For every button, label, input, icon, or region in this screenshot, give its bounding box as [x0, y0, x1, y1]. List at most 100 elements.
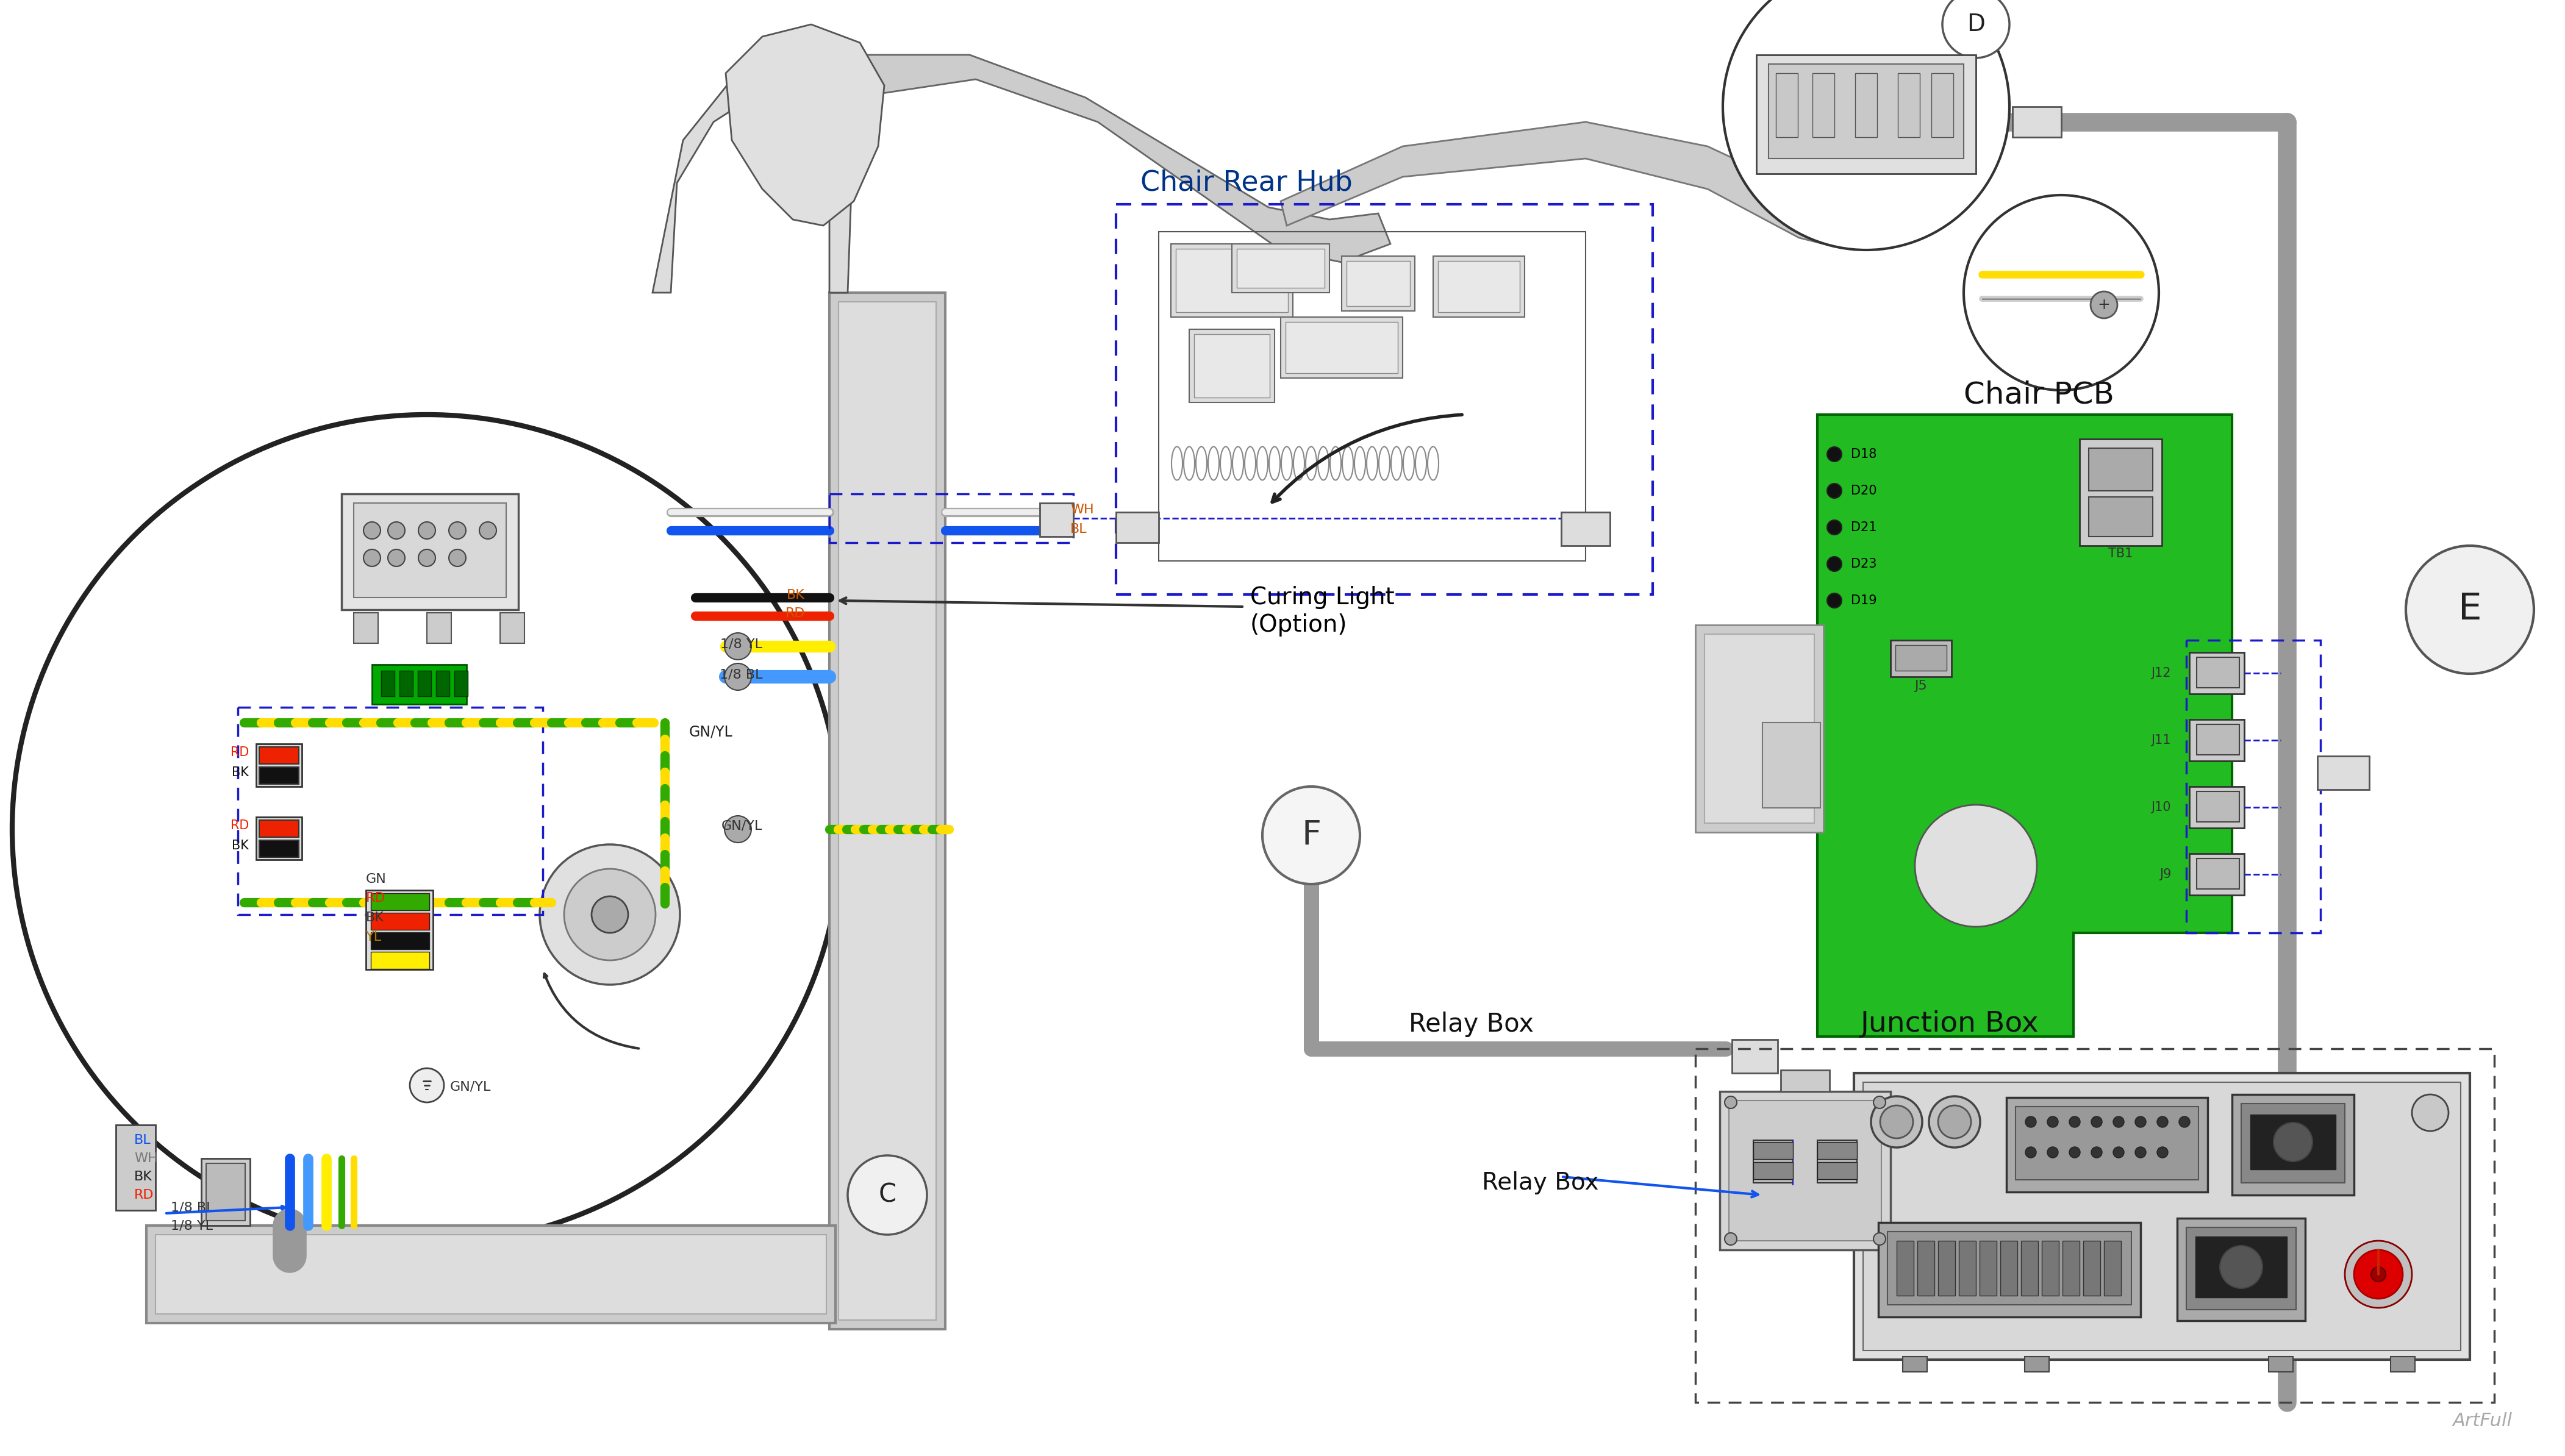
Bar — [1754, 1162, 1793, 1179]
Bar — [2196, 859, 2239, 890]
Circle shape — [2355, 1249, 2403, 1299]
Text: D20: D20 — [1852, 485, 1878, 496]
Circle shape — [1916, 805, 2037, 927]
Bar — [2001, 1241, 2016, 1296]
Bar — [2391, 1357, 2416, 1372]
Circle shape — [480, 521, 498, 539]
Bar — [2088, 496, 2152, 537]
Circle shape — [2157, 1117, 2167, 1127]
Bar — [1767, 64, 1965, 159]
Circle shape — [364, 521, 380, 539]
Bar — [1819, 1142, 1857, 1159]
Bar — [426, 613, 451, 644]
Text: D19: D19 — [1852, 594, 1878, 607]
Text: BL: BL — [133, 1134, 151, 1146]
Circle shape — [364, 549, 380, 566]
Circle shape — [1724, 1233, 1737, 1245]
Text: 1/8 YL: 1/8 YL — [721, 638, 762, 649]
Circle shape — [846, 1156, 926, 1235]
Bar — [200, 1159, 249, 1226]
Bar — [256, 817, 303, 859]
Circle shape — [2134, 1147, 2147, 1158]
Text: ArtFull: ArtFull — [2452, 1412, 2514, 1430]
Circle shape — [2273, 1123, 2314, 1162]
Bar — [2080, 440, 2162, 546]
Bar — [400, 671, 413, 696]
Text: BK: BK — [367, 911, 385, 923]
Text: J11: J11 — [2152, 734, 2170, 747]
Bar — [1919, 1241, 1934, 1296]
Bar — [2232, 1095, 2355, 1195]
Text: GN: GN — [367, 874, 387, 885]
Text: 1/8 YL: 1/8 YL — [172, 1220, 213, 1232]
Bar — [2191, 786, 2244, 828]
Text: BL: BL — [1070, 523, 1088, 536]
Bar — [1695, 1048, 2493, 1402]
Circle shape — [2370, 1267, 2385, 1281]
Bar — [239, 708, 544, 914]
Bar — [259, 747, 300, 764]
Text: BK: BK — [231, 766, 249, 779]
Bar — [2185, 641, 2321, 933]
Circle shape — [1826, 520, 1842, 534]
Circle shape — [449, 549, 467, 566]
Text: F: F — [1300, 818, 1321, 852]
Bar — [1341, 256, 1416, 312]
Circle shape — [2411, 1095, 2450, 1131]
Bar — [1896, 1241, 1913, 1296]
Text: 1/8 BL: 1/8 BL — [718, 668, 762, 680]
Bar — [372, 893, 428, 910]
Text: RD: RD — [367, 893, 385, 904]
Circle shape — [1965, 195, 2160, 390]
Text: J5: J5 — [1913, 680, 1926, 692]
Bar — [1280, 317, 1403, 379]
Bar — [1780, 1070, 1829, 1092]
Text: Chair PCB: Chair PCB — [1965, 380, 2114, 409]
Bar — [2185, 1227, 2296, 1309]
Polygon shape — [1819, 415, 2232, 1037]
Bar — [256, 744, 303, 786]
Bar — [2083, 1241, 2101, 1296]
Circle shape — [387, 521, 405, 539]
Bar — [454, 671, 467, 696]
Bar — [1878, 1223, 2142, 1318]
Bar — [1754, 1140, 1793, 1182]
Circle shape — [2090, 1147, 2103, 1158]
Circle shape — [1826, 593, 1842, 609]
Circle shape — [1870, 1096, 1921, 1147]
Bar — [2103, 1241, 2121, 1296]
Bar — [2191, 853, 2244, 895]
Bar — [2267, 1357, 2293, 1372]
Bar — [1854, 73, 1878, 137]
Bar — [1190, 329, 1275, 402]
Circle shape — [2070, 1147, 2080, 1158]
Bar — [436, 671, 449, 696]
Text: E: E — [2457, 591, 2483, 628]
Bar — [146, 1226, 836, 1324]
Bar — [2316, 756, 2370, 789]
Bar — [1819, 1162, 1857, 1179]
Bar — [1285, 322, 1398, 373]
Circle shape — [2406, 546, 2534, 674]
Text: D18: D18 — [1852, 448, 1878, 460]
Circle shape — [1872, 1233, 1885, 1245]
Text: D21: D21 — [1852, 521, 1878, 533]
Circle shape — [2157, 1147, 2167, 1158]
Circle shape — [1939, 1105, 1970, 1139]
Bar — [839, 301, 936, 1321]
Bar — [2088, 448, 2152, 491]
Bar — [2062, 1241, 2080, 1296]
Text: (Option): (Option) — [1249, 613, 1347, 636]
Bar — [1898, 73, 1919, 137]
Bar — [1931, 73, 1955, 137]
Circle shape — [2047, 1147, 2057, 1158]
Bar — [2191, 652, 2244, 695]
Bar — [2042, 1241, 2060, 1296]
Circle shape — [2090, 1117, 2103, 1127]
Text: J12: J12 — [2152, 667, 2170, 678]
Bar — [1116, 513, 1159, 543]
Circle shape — [449, 521, 467, 539]
Bar — [2196, 657, 2239, 687]
Circle shape — [723, 664, 752, 690]
Circle shape — [2047, 1117, 2057, 1127]
